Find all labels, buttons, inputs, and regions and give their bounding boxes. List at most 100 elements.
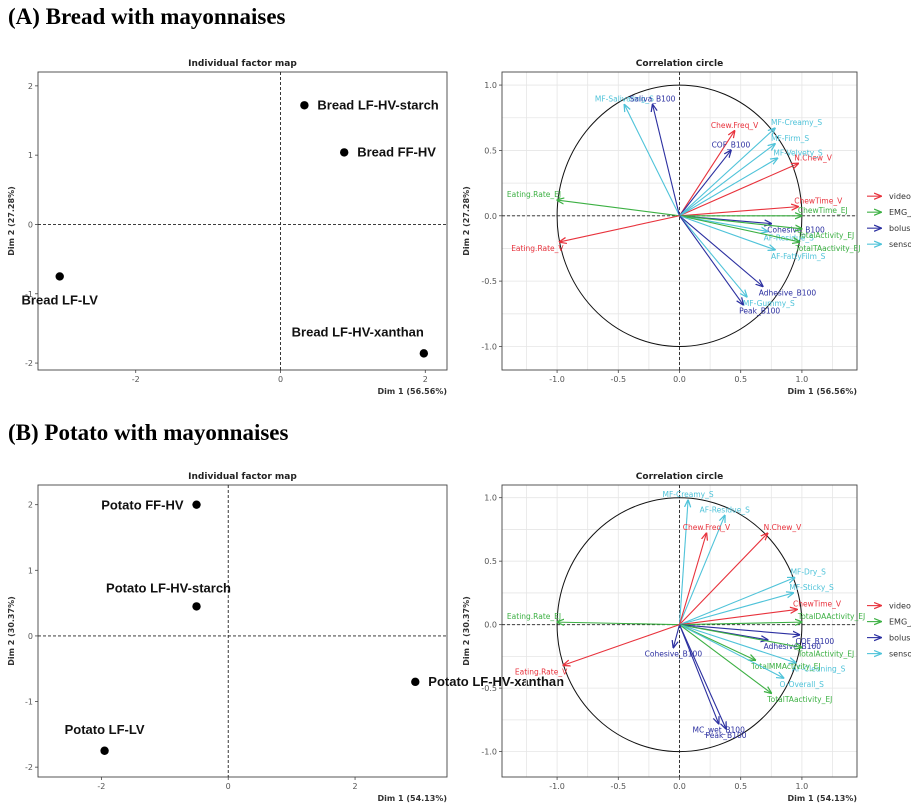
bread-individual-factor-map: Individual factor map Dim 2 (27.28%) Dim 1… [7,59,448,396]
y-tick-label: 1.0 [484,494,497,503]
x-tick-label: 0 [278,375,283,384]
y-axis-label: Dim 2 (30.37%) [7,596,16,666]
y-tick-label: -1.0 [481,748,497,757]
plot-title: Correlation circle [636,472,723,482]
y-tick-label: -1 [25,290,33,299]
vector-label-totaldaactivity-ej: TotalDAActivity_EJ [797,612,865,621]
vector-cof-b100 [679,624,800,635]
vector-peak-b100 [678,624,727,729]
point-bread-lf-hv-xanthan [419,349,429,358]
x-tick-label: -1.0 [549,375,565,384]
plot-frame [37,71,448,371]
legend-label-sensory: sensory [889,650,911,659]
vector-saliva-b100 [653,105,681,216]
point-label-bread-ff-hv: Bread FF-HV [357,144,436,159]
vector-label-totalactivity-ej: TotalActivity_EJ [797,650,854,659]
x-tick-label: 0.5 [734,375,747,384]
vector-label-saliva-b100: Saliva_B100 [630,95,676,104]
x-axis-label: Dim 1 (56.56%) [378,387,448,396]
point-bread-lf-lv [55,272,64,281]
x-tick-label: 1.0 [796,375,809,384]
x-axis-label: Dim 1 (54.13%) [788,794,858,803]
vector-chew-freq-v [679,131,735,217]
y-tick-label: 0.5 [484,557,497,566]
section-b-heading: (B) Potato with mayonnaises [8,420,289,445]
x-axis-label: Dim 1 (54.13%) [378,794,448,803]
legend-label-bolus: bolus [889,224,910,233]
point-label-bread-lf-lv: Bread LF-LV [22,292,99,307]
x-tick-label: 0.0 [673,375,686,384]
x-tick-label: 0.0 [673,782,686,791]
point-label-potato-lf-lv: Potato LF-LV [65,722,145,737]
vector-label-cof-b100: COF_B100 [795,637,834,646]
vector-mc-wet-b100 [678,624,719,724]
potato-individual-factor-map: Individual factor map Dim 2 (30.37%) Dim 1… [7,472,564,803]
legend-label-videos: videos [889,192,911,201]
vector-eating-rate-v [563,624,680,666]
vector-peak-b100 [679,215,744,305]
y-tick-label: 1.0 [484,81,497,90]
vector-mf-creamy-s [678,500,689,625]
vector-label-totaltaactivity-ej: TotalTAactivity_EJ [794,244,860,253]
legend-label-sensory: sensory [889,240,911,249]
x-tick-label: -2 [132,375,140,384]
plot-title: Individual factor map [188,472,297,482]
vector-label-totalactivity-ej: TotalActivity_EJ [797,231,854,240]
y-tick-label: -2 [25,763,33,772]
vector-label-peak-b100: Peak_B100 [706,731,747,740]
y-tick-label: -0.5 [481,684,497,693]
vector-label-chew-freq-v: Chew.Freq_V [711,121,759,130]
vector-label-mc-wet-b100: MC_wet_B100 [692,726,745,735]
point-label-bread-lf-hv-xanthan: Bread LF-HV-xanthan [292,324,424,339]
potato-correlation-circle: Correlation circle Dim 2 (30.37%) Dim 1 (5… [462,472,911,803]
plot-title: Correlation circle [636,59,723,69]
vector-eating-rate-ej [557,622,680,625]
x-tick-label: -0.5 [610,782,626,791]
plot-frame [37,484,448,778]
point-potato-lf-hv-starch [192,602,201,611]
vector-label-af-fattyfilm-s: AF-FattyFilm_S [771,252,826,261]
vector-chewtime-v [679,609,798,626]
vector-label-eating-rate-v: Eating.Rate_V [515,667,568,676]
vector-cof-b100 [679,150,731,217]
y-axis-label: Dim 2 (27.28%) [462,186,471,256]
vector-af-residue-s [678,515,725,625]
section-a-heading: (A) Bread with mayonnaises [8,4,286,29]
legend-label-videos: videos [889,602,911,611]
vector-cohesive-b100 [673,624,681,648]
vector-label-mf-creamy-s: MF-Creamy_S [771,118,822,127]
vector-label-n-chew-v: N.Chew_V [794,153,832,162]
vector-chewtime-v [679,207,799,217]
vector-label-eating-rate-ej: Eating.Rate_EJ [507,612,561,621]
vector-adhesive-b100 [679,215,763,287]
plot-title: Individual factor map [188,59,297,69]
vector-label-mf-velvety-s: MF-Velvety_S [773,148,822,157]
y-tick-label: -1 [25,698,33,707]
point-label-potato-lf-hv-starch: Potato LF-HV-starch [106,580,231,595]
x-tick-label: 2 [353,782,358,791]
y-tick-label: 0.0 [484,621,497,630]
vector-label-mf-salivating-s: MF-Salivating_S [595,95,654,104]
vector-n-chew-v [679,163,799,217]
vector-label-chewtime-v: ChewTime_V [794,197,843,206]
y-tick-label: -1.0 [481,342,497,351]
legend-label-emg-jt: EMG_JT [889,618,911,627]
vector-label-mf-sticky-s: MF-Sticky_S [789,583,834,592]
x-tick-label: -1.0 [549,782,565,791]
vector-label-chewtime-v: ChewTime_V [793,599,842,608]
x-tick-label: 1.0 [796,782,809,791]
vector-label-mf-dry-s: MF-Dry_S [791,568,827,577]
y-tick-label: 2 [28,82,33,91]
y-tick-label: 0 [28,220,33,229]
vector-label-mf-gummy-s: MF-Gummy_S [743,299,795,308]
vector-totaltaactivity-ej [679,624,772,694]
vector-mf-velvety-s [679,158,778,217]
vector-label-af-cleaning-s: AF-Cleaning_S [792,665,846,674]
point-bread-lf-hv-starch [300,101,309,110]
bread-correlation-circle: Correlation circle Dim 2 (27.28%) Dim 1 (5… [462,59,911,396]
vector-label-peak-b100: Peak_B100 [739,307,780,316]
point-potato-lf-lv [100,746,109,755]
vector-n-chew-v [679,533,768,626]
vector-label-n-chew-v: N.Chew_V [764,523,802,532]
point-bread-ff-hv [340,148,349,157]
